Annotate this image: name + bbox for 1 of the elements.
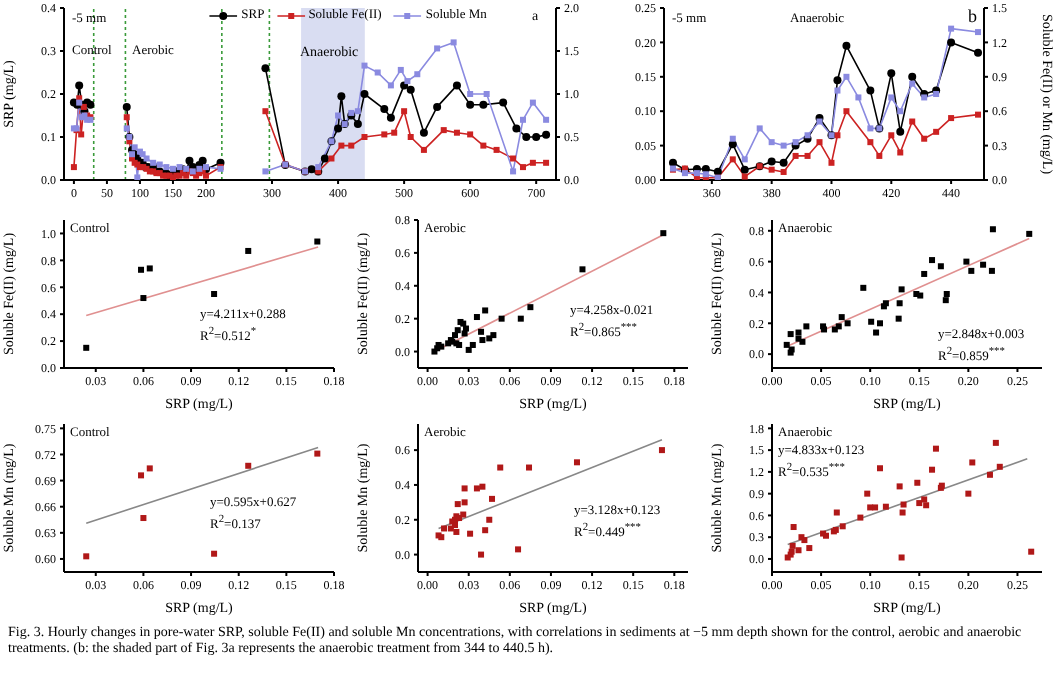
annotation: b [968,6,977,27]
